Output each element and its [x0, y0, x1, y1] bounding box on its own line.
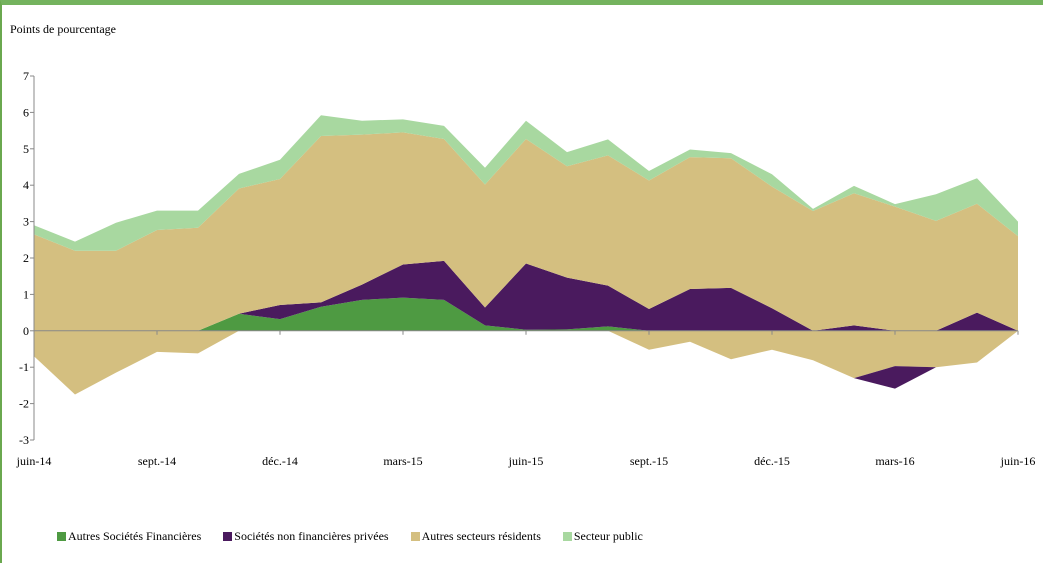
- y-tick-label: -3: [19, 433, 29, 447]
- y-tick-label: 6: [23, 105, 29, 119]
- y-tick-label: -1: [19, 360, 29, 374]
- chart-axes: -3 -2 -1 0 1 2 3 4 5 6 7 juin-14 sept.-14 déc.-14 mars…: [16, 69, 1036, 468]
- x-tick-label: mars-16: [875, 454, 914, 468]
- x-tick-label: juin-15: [508, 454, 544, 468]
- legend-swatch: [223, 532, 233, 541]
- legend-item-secteur-public: Secteur public: [562, 529, 643, 544]
- legend-swatch: [57, 532, 66, 541]
- x-tick-label: juin-16: [1000, 454, 1036, 468]
- legend-item-societes-non-financieres-privees: Sociétés non financières privées: [223, 529, 389, 544]
- legend-swatch: [410, 532, 420, 541]
- x-tick-label: sept.-15: [630, 454, 668, 468]
- y-tick-label: 7: [23, 69, 29, 83]
- legend-item-autres-secteurs-residents: Autres secteurs résidents: [410, 529, 541, 544]
- chart-areas: [34, 115, 1018, 395]
- y-tick-label: 3: [23, 215, 29, 229]
- legend-item-autres-societes-financieres: Autres Sociétés Financières: [57, 529, 201, 544]
- x-tick-label: déc.-14: [262, 454, 298, 468]
- y-tick-label: 2: [23, 251, 29, 265]
- area-autres-secteurs-residents-negative: [34, 330, 1018, 395]
- legend-label: Sociétés non financières privées: [234, 529, 389, 543]
- legend-label: Autres secteurs résidents: [421, 529, 541, 543]
- area-autres-secteurs-residents-positive: [34, 132, 1018, 331]
- y-tick-label: -2: [19, 397, 29, 411]
- legend-swatch: [562, 532, 572, 541]
- legend-label: Secteur public: [573, 529, 643, 543]
- legend-label: Autres Sociétés Financières: [68, 529, 202, 543]
- y-tick-label: 4: [23, 178, 29, 192]
- y-tick-label: 5: [23, 142, 29, 156]
- area-societes-non-financieres-privees-positive: [34, 260, 1018, 331]
- area-autres-societes-financieres-positive: [34, 297, 1018, 331]
- y-tick-label: 0: [23, 324, 29, 338]
- x-tick-label: mars-15: [383, 454, 422, 468]
- area-secteur-public-positive: [34, 115, 1018, 251]
- x-tick-label: juin-14: [16, 454, 52, 468]
- x-tick-label: déc.-15: [754, 454, 790, 468]
- y-axis-label: Points de pourcentage: [10, 22, 116, 36]
- chart-legend: Autres Sociétés Financières Sociétés non …: [57, 529, 665, 544]
- y-tick-label: 1: [23, 287, 29, 301]
- x-tick-label: sept.-14: [138, 454, 176, 468]
